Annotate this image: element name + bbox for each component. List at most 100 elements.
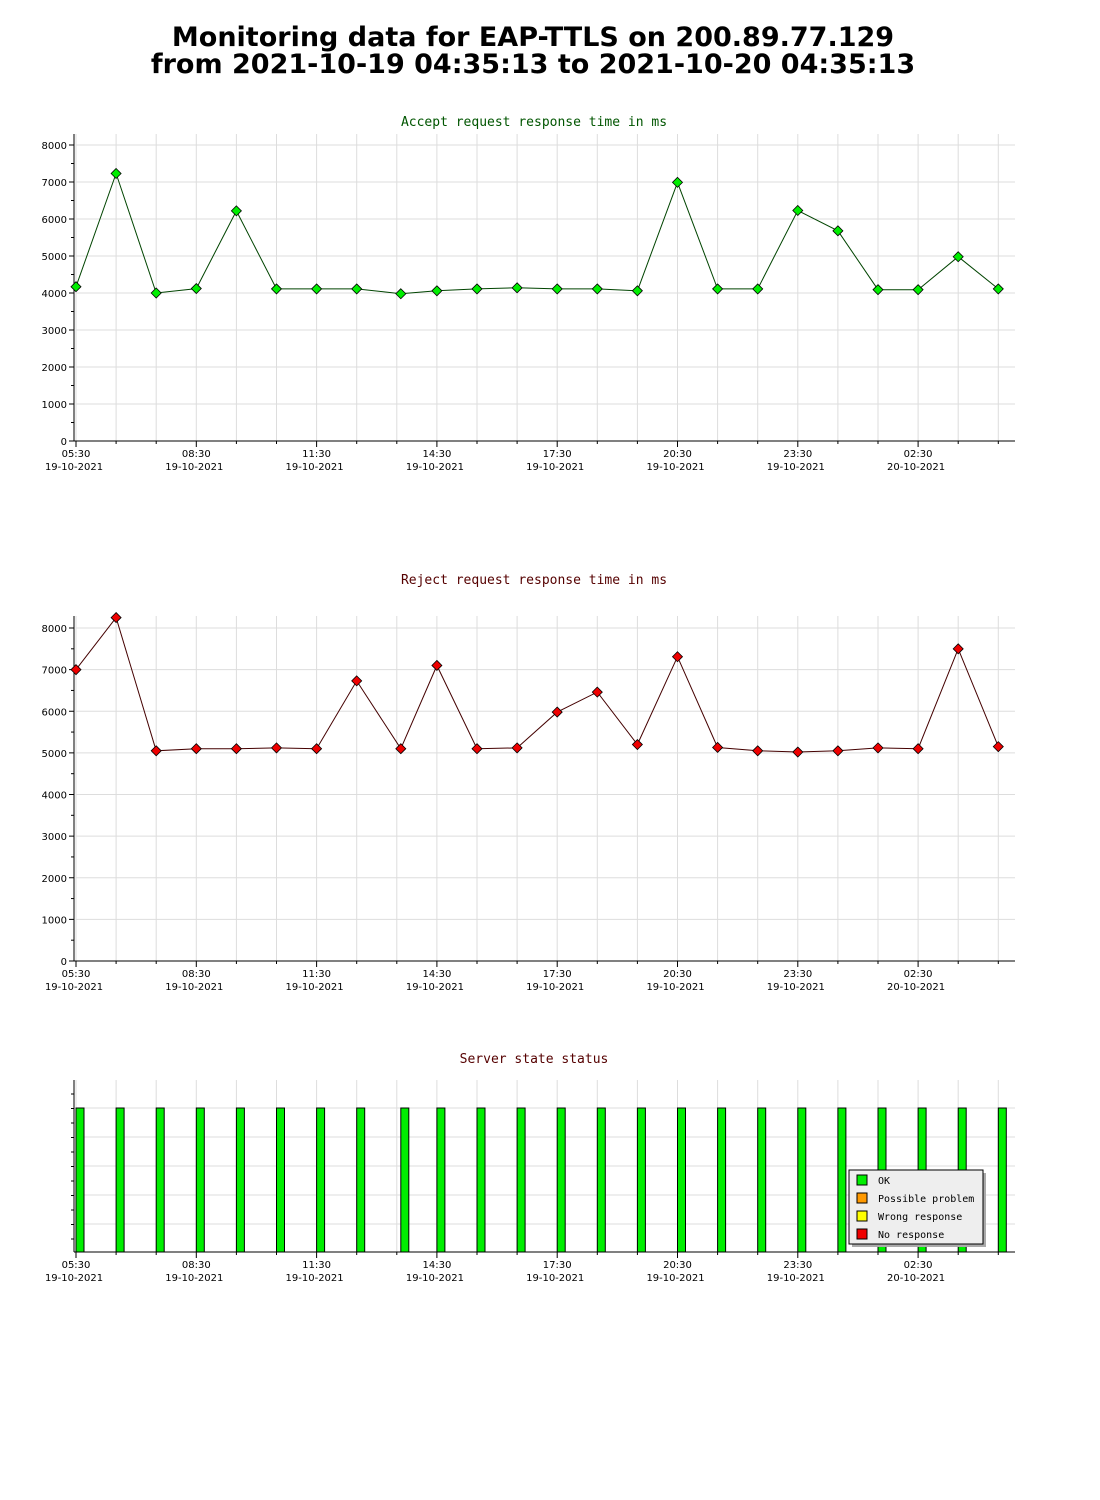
reject-data-point (110, 612, 122, 624)
reject-data-point (671, 651, 684, 663)
accept-x-tick-time: 05:30 (62, 449, 91, 460)
accept-data-point (631, 285, 643, 297)
status-x-tick-date: 19-10-2021 (526, 1273, 584, 1284)
accept-series-line (75, 171, 999, 295)
reject-x-tick-date: 20-10-2021 (887, 982, 945, 993)
accept-data-point (551, 283, 563, 295)
status-x-tick-time: 14:30 (422, 1260, 451, 1271)
accept-data-point (70, 281, 82, 293)
reject-data-point (992, 741, 1004, 753)
status-x-tick-date: 19-10-2021 (165, 1273, 223, 1284)
accept-data-point (511, 282, 523, 294)
accept-x-tick-time: 11:30 (302, 449, 331, 460)
reject-data-point (150, 745, 162, 757)
status-x-tick-time: 17:30 (543, 1260, 572, 1271)
accept-data-point (992, 283, 1004, 295)
server-state-chart: Server state status 05:30 19-10-2021 08:30 1… (45, 1052, 1015, 1284)
accept-data-point (912, 284, 924, 296)
status-bar (837, 1107, 847, 1253)
status-bar (115, 1107, 125, 1253)
legend-label-no-response: No response (878, 1230, 944, 1241)
status-bar (75, 1107, 85, 1253)
status-x-tick-date: 20-10-2021 (887, 1273, 945, 1284)
accept-y-tick-label: 3000 (42, 326, 67, 337)
status-x-tick-date: 19-10-2021 (767, 1273, 825, 1284)
reject-y-tick-label: 4000 (42, 791, 67, 802)
page-title: Monitoring data for EAP-TTLS on 200.89.7… (0, 24, 1066, 78)
accept-data-point (311, 283, 323, 295)
status-bar (155, 1107, 165, 1253)
status-bar (356, 1107, 366, 1253)
accept-data-point (872, 284, 884, 296)
reject-x-tick-time: 23:30 (783, 969, 812, 980)
status-x-tick-date: 19-10-2021 (286, 1273, 344, 1284)
accept-response-chart: Accept request response time in ms 0 1000 2… (42, 115, 1015, 473)
accept-x-tick-date: 19-10-2021 (406, 462, 464, 473)
legend-swatch-no-response (856, 1228, 868, 1240)
reject-response-chart: Reject request response time in ms 0 1000 2… (42, 573, 1015, 993)
accept-x-tick-date: 19-10-2021 (45, 462, 103, 473)
status-x-tick-time: 08:30 (182, 1260, 211, 1271)
status-x-tick-time: 23:30 (783, 1260, 812, 1271)
status-bar (596, 1107, 606, 1253)
reject-y-tick-label: 1000 (42, 915, 67, 926)
accept-data-point (712, 283, 724, 295)
status-x-tick-time: 02:30 (904, 1260, 933, 1271)
accept-data-point (471, 283, 483, 295)
reject-data-point (471, 743, 483, 755)
accept-chart-title: Accept request response time in ms (401, 115, 667, 130)
status-chart-title: Server state status (460, 1052, 609, 1067)
accept-data-point (150, 287, 162, 299)
reject-x-tick-date: 19-10-2021 (45, 982, 103, 993)
accept-data-point (591, 283, 603, 295)
status-bar (797, 1107, 807, 1253)
status-bar (757, 1107, 767, 1253)
status-bar (677, 1107, 686, 1253)
reject-y-tick-label: 8000 (42, 624, 67, 635)
accept-data-point (431, 285, 443, 297)
status-x-tick-date: 19-10-2021 (45, 1273, 103, 1284)
status-bar (235, 1107, 245, 1253)
page-title-line-1: Monitoring data for EAP-TTLS on 200.89.7… (171, 22, 895, 53)
reject-data-point (591, 686, 603, 698)
accept-y-tick-label: 2000 (42, 363, 67, 374)
reject-y-tick-label: 6000 (42, 707, 67, 718)
reject-x-tick-date: 19-10-2021 (767, 982, 825, 993)
status-bar (276, 1107, 285, 1253)
legend-box (848, 1169, 984, 1245)
reject-data-point (70, 664, 82, 676)
reject-data-point (190, 743, 202, 755)
reject-x-tick-time: 20:30 (663, 969, 692, 980)
accept-data-point (832, 225, 844, 237)
reject-y-tick-label: 2000 (42, 874, 67, 885)
reject-data-point (712, 741, 724, 754)
reject-data-point (431, 659, 443, 672)
accept-data-point (351, 283, 363, 295)
status-x-tick-date: 19-10-2021 (646, 1273, 704, 1284)
accept-data-point (110, 167, 122, 180)
accept-data-point (190, 282, 202, 295)
status-bar (516, 1107, 526, 1253)
accept-x-tick-time: 23:30 (783, 449, 812, 460)
reject-x-tick-date: 19-10-2021 (406, 982, 464, 993)
reject-x-tick-time: 14:30 (422, 969, 451, 980)
accept-x-tick-time: 14:30 (422, 449, 451, 460)
status-x-tick-date: 19-10-2021 (406, 1273, 464, 1284)
accept-y-tick-label: 8000 (42, 141, 67, 152)
reject-y-tick-label: 7000 (42, 666, 67, 677)
accept-x-tick-time: 08:30 (182, 449, 211, 460)
status-bar (436, 1107, 446, 1253)
reject-data-point (270, 742, 283, 754)
legend-swatch-wrong-response (856, 1210, 868, 1222)
status-bar (636, 1107, 646, 1253)
accept-data-point (752, 283, 764, 295)
reject-series-line (75, 616, 999, 753)
accept-y-tick-label: 5000 (42, 252, 67, 263)
legend-swatch-ok (856, 1174, 868, 1186)
reject-data-point (351, 675, 363, 687)
status-bar (556, 1107, 566, 1253)
reject-x-tick-time: 05:30 (62, 969, 91, 980)
reject-data-point (872, 742, 884, 754)
legend-label-possible-problem: Possible problem (878, 1194, 974, 1205)
